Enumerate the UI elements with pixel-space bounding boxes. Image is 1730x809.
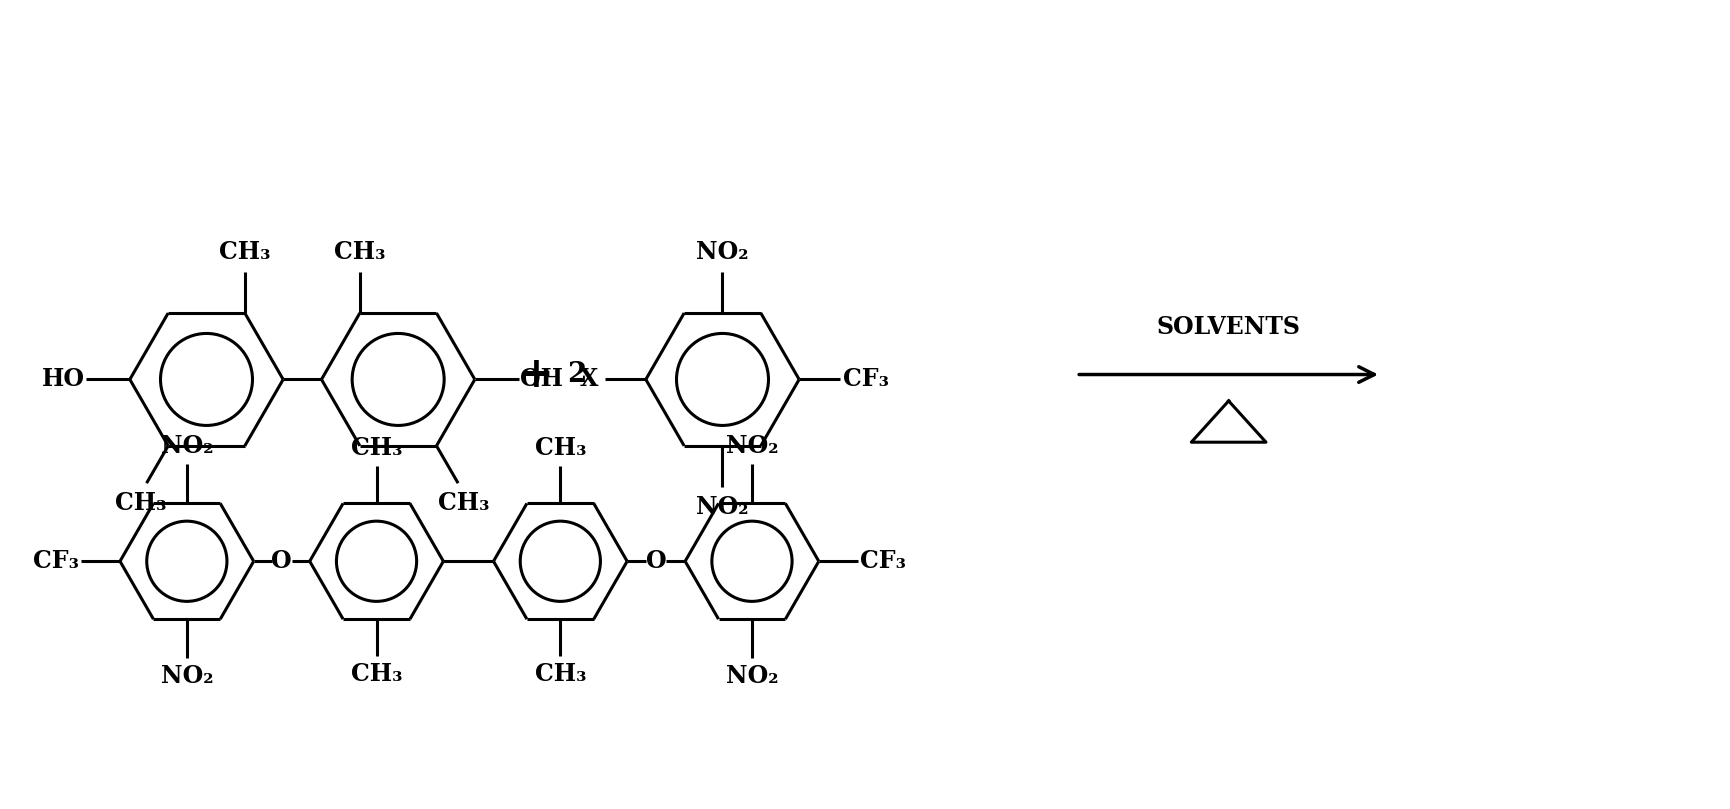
Text: CH₃: CH₃ xyxy=(334,240,386,264)
Text: CH₃: CH₃ xyxy=(114,491,166,515)
Text: CH₃: CH₃ xyxy=(535,663,586,686)
Text: O: O xyxy=(645,549,666,574)
Text: NO₂: NO₂ xyxy=(725,434,778,459)
Text: HO: HO xyxy=(42,367,85,392)
Text: NO₂: NO₂ xyxy=(161,434,213,459)
Text: CH₃: CH₃ xyxy=(351,436,403,460)
Text: CH₃: CH₃ xyxy=(220,240,270,264)
Text: CF₃: CF₃ xyxy=(33,549,80,574)
Text: NO₂: NO₂ xyxy=(725,664,778,688)
Text: CF₃: CF₃ xyxy=(843,367,889,392)
Text: NO₂: NO₂ xyxy=(695,495,749,519)
Text: SOLVENTS: SOLVENTS xyxy=(1157,316,1301,339)
Text: OH: OH xyxy=(521,367,564,392)
Text: NO₂: NO₂ xyxy=(161,664,213,688)
Text: CH₃: CH₃ xyxy=(351,663,403,686)
Text: CF₃: CF₃ xyxy=(860,549,907,574)
Text: X: X xyxy=(580,367,599,392)
Text: CH₃: CH₃ xyxy=(438,491,490,515)
Text: NO₂: NO₂ xyxy=(695,240,749,264)
Text: 2: 2 xyxy=(567,361,586,388)
Text: O: O xyxy=(272,549,292,574)
Text: +: + xyxy=(519,354,554,396)
Text: CH₃: CH₃ xyxy=(535,436,586,460)
